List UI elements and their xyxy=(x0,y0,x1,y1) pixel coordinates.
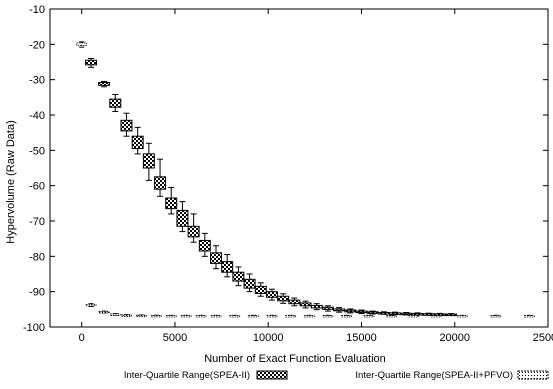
iqr-box xyxy=(299,302,312,307)
plot-frame xyxy=(49,8,549,328)
iqr-box xyxy=(389,312,402,315)
iqr-box xyxy=(254,285,267,294)
iqr-box xyxy=(210,252,222,264)
iqr-box xyxy=(303,315,315,318)
iqr-box xyxy=(310,304,323,309)
iqr-box xyxy=(109,313,121,316)
iqr-box xyxy=(142,153,155,169)
iqr-box xyxy=(265,291,278,298)
x-axis-title: Number of Exact Function Evaluation xyxy=(204,353,386,365)
y-tick-label: -20 xyxy=(29,39,45,51)
iqr-box xyxy=(430,315,442,318)
iqr-box xyxy=(408,315,420,318)
iqr-box xyxy=(321,306,334,310)
iqr-box xyxy=(98,81,111,86)
iqr-box xyxy=(385,315,397,318)
iqr-box xyxy=(76,42,88,46)
iqr-box xyxy=(232,271,245,282)
y-axis-title: Hypervolume (Raw Data) xyxy=(5,120,17,243)
iqr-box xyxy=(154,176,167,190)
iqr-box xyxy=(187,225,200,238)
y-tick-label: -10 xyxy=(29,4,45,16)
x-axis: 0 5000 10000 15000 20000 25000 xyxy=(79,9,553,344)
iqr-box xyxy=(523,315,535,318)
iqr-box xyxy=(121,314,132,317)
iqr-box xyxy=(210,315,222,318)
iqr-box xyxy=(322,315,334,318)
iqr-box xyxy=(180,315,192,318)
y-tick-label: -90 xyxy=(29,287,45,299)
iqr-box xyxy=(195,315,207,318)
iqr-box xyxy=(85,303,97,307)
y-tick-label: -50 xyxy=(29,145,45,157)
x-tick-label: 0 xyxy=(79,332,85,344)
x-tick-label: 20000 xyxy=(439,332,470,344)
y-axis: -100 -90 -80 -70 -60 -50 -40 -30 -20 -10 xyxy=(23,4,548,334)
iqr-box xyxy=(135,314,147,318)
iqr-box xyxy=(165,197,178,210)
series-spea2 xyxy=(85,57,458,317)
legend-swatch-spea2 xyxy=(256,370,288,380)
iqr-box xyxy=(422,313,435,316)
legend: Inter-Quartile Range(SPEA-II) Inter-Quar… xyxy=(124,370,549,381)
iqr-box xyxy=(120,119,133,132)
iqr-box xyxy=(131,135,144,150)
legend-swatch-spea2-pfvo xyxy=(517,370,549,380)
iqr-box xyxy=(266,315,278,318)
iqr-box xyxy=(355,310,368,314)
iqr-box xyxy=(333,308,346,312)
iqr-box xyxy=(98,311,110,314)
y-tick-label: -80 xyxy=(29,251,45,263)
iqr-box xyxy=(247,315,259,318)
x-tick-label: 25000 xyxy=(533,332,553,344)
iqr-box xyxy=(165,315,177,318)
iqr-box xyxy=(445,313,458,317)
iqr-box xyxy=(85,59,98,66)
x-tick-label: 10000 xyxy=(253,332,284,344)
iqr-box xyxy=(221,261,234,273)
iqr-box xyxy=(377,312,390,315)
iqr-box xyxy=(150,314,162,318)
y-tick-label: -40 xyxy=(29,110,45,122)
iqr-box xyxy=(176,209,189,227)
x-tick-label: 15000 xyxy=(346,332,377,344)
iqr-box xyxy=(490,315,502,318)
iqr-box xyxy=(288,299,301,305)
iqr-box xyxy=(400,312,413,316)
legend-label-spea2-pfvo: Inter-Quartile Range(SPEA-II+PFVO) xyxy=(355,370,513,381)
y-tick-label: -100 xyxy=(23,322,45,334)
iqr-box xyxy=(243,278,256,289)
plot-border xyxy=(49,8,549,328)
series-spea2-pfvo xyxy=(76,41,535,318)
iqr-box xyxy=(277,295,290,302)
iqr-box xyxy=(456,315,468,318)
y-tick-label: -70 xyxy=(29,216,45,228)
iqr-box xyxy=(363,315,375,318)
iqr-box xyxy=(341,315,352,318)
iqr-box xyxy=(198,239,211,252)
iqr-box xyxy=(229,315,241,318)
y-tick-label: -30 xyxy=(29,75,45,87)
iqr-box xyxy=(285,315,297,318)
legend-label-spea2: Inter-Quartile Range(SPEA-II) xyxy=(124,370,250,381)
iqr-box xyxy=(366,311,379,314)
y-tick-label: -60 xyxy=(29,181,45,193)
x-tick-label: 5000 xyxy=(163,332,187,344)
series-layer xyxy=(76,41,535,318)
iqr-box xyxy=(344,309,357,313)
iqr-box xyxy=(109,98,122,108)
